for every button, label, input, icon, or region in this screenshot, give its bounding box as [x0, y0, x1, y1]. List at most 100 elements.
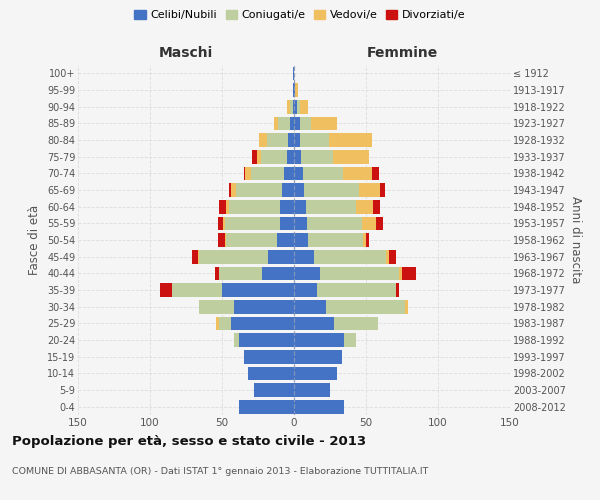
Bar [294, 233, 308, 247]
Bar [294, 133, 300, 147]
Bar [326, 300, 405, 314]
Bar [229, 183, 230, 197]
Bar [216, 316, 219, 330]
Bar [230, 183, 236, 197]
Bar [294, 283, 317, 297]
Bar [294, 150, 301, 164]
Bar [294, 400, 344, 413]
Bar [290, 100, 293, 114]
Bar [294, 333, 344, 347]
Bar [300, 116, 311, 130]
Bar [317, 283, 396, 297]
Bar [308, 233, 363, 247]
Bar [219, 200, 226, 213]
Bar [236, 183, 283, 197]
Bar [356, 200, 373, 213]
Bar [362, 216, 376, 230]
Bar [320, 266, 399, 280]
Bar [261, 150, 287, 164]
Bar [311, 116, 337, 130]
Bar [294, 200, 305, 213]
Y-axis label: Anni di nascita: Anni di nascita [569, 196, 583, 284]
Bar [160, 283, 172, 297]
Bar [294, 183, 304, 197]
Bar [386, 250, 389, 264]
Bar [283, 183, 294, 197]
Bar [294, 350, 341, 364]
Bar [314, 250, 386, 264]
Bar [295, 83, 298, 97]
Bar [359, 183, 380, 197]
Text: COMUNE DI ABBASANTA (OR) - Dati ISTAT 1° gennaio 2013 - Elaborazione TUTTITALIA.: COMUNE DI ABBASANTA (OR) - Dati ISTAT 1°… [12, 468, 428, 476]
Bar [304, 183, 359, 197]
Bar [219, 266, 262, 280]
Bar [172, 283, 222, 297]
Bar [225, 216, 280, 230]
Bar [294, 366, 337, 380]
Bar [294, 83, 295, 97]
Bar [244, 166, 245, 180]
Bar [334, 316, 377, 330]
Text: Maschi: Maschi [159, 46, 213, 60]
Bar [219, 316, 230, 330]
Bar [329, 133, 372, 147]
Bar [363, 233, 366, 247]
Bar [302, 166, 343, 180]
Text: Femmine: Femmine [367, 46, 437, 60]
Bar [254, 383, 294, 397]
Bar [252, 150, 257, 164]
Bar [223, 216, 225, 230]
Bar [294, 166, 302, 180]
Bar [257, 150, 261, 164]
Bar [294, 216, 307, 230]
Bar [396, 283, 399, 297]
Bar [389, 250, 396, 264]
Bar [380, 183, 385, 197]
Bar [297, 100, 300, 114]
Bar [192, 250, 197, 264]
Bar [229, 200, 280, 213]
Bar [218, 233, 225, 247]
Bar [239, 400, 294, 413]
Bar [262, 266, 294, 280]
Bar [344, 333, 356, 347]
Bar [293, 66, 294, 80]
Legend: Celibi/Nubili, Coniugati/e, Vedovi/e, Divorziati/e: Celibi/Nubili, Coniugati/e, Vedovi/e, Di… [130, 6, 470, 25]
Bar [226, 200, 229, 213]
Bar [218, 216, 223, 230]
Bar [300, 100, 308, 114]
Bar [294, 316, 334, 330]
Bar [278, 116, 290, 130]
Bar [280, 200, 294, 213]
Bar [366, 233, 369, 247]
Bar [199, 300, 233, 314]
Bar [233, 300, 294, 314]
Bar [248, 366, 294, 380]
Bar [277, 233, 294, 247]
Bar [215, 266, 219, 280]
Bar [280, 216, 294, 230]
Bar [307, 216, 362, 230]
Bar [266, 133, 288, 147]
Text: Popolazione per età, sesso e stato civile - 2013: Popolazione per età, sesso e stato civil… [12, 435, 366, 448]
Bar [305, 200, 356, 213]
Bar [197, 250, 199, 264]
Bar [259, 133, 266, 147]
Bar [274, 116, 278, 130]
Bar [293, 83, 294, 97]
Bar [294, 383, 330, 397]
Bar [294, 250, 314, 264]
Bar [373, 200, 380, 213]
Bar [245, 166, 251, 180]
Bar [405, 300, 408, 314]
Bar [300, 133, 329, 147]
Bar [399, 266, 402, 280]
Bar [333, 150, 369, 164]
Y-axis label: Fasce di età: Fasce di età [28, 205, 41, 275]
Bar [287, 100, 290, 114]
Bar [301, 150, 333, 164]
Bar [402, 266, 416, 280]
Bar [222, 283, 294, 297]
Bar [294, 116, 300, 130]
Bar [376, 216, 383, 230]
